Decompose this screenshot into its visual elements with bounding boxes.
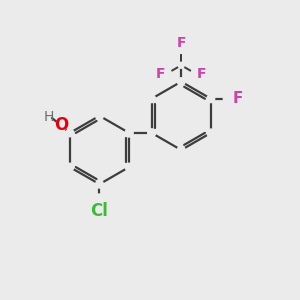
Circle shape <box>177 78 185 86</box>
Text: F: F <box>176 36 186 50</box>
Text: F: F <box>233 91 244 106</box>
Circle shape <box>178 62 184 68</box>
Text: F: F <box>156 67 166 81</box>
Circle shape <box>125 129 133 137</box>
Circle shape <box>177 146 185 154</box>
Circle shape <box>176 43 187 53</box>
Circle shape <box>66 163 74 171</box>
Circle shape <box>148 95 155 103</box>
Circle shape <box>96 112 103 120</box>
Circle shape <box>56 120 66 131</box>
Text: O: O <box>54 116 68 134</box>
Circle shape <box>96 180 103 188</box>
Circle shape <box>66 129 74 137</box>
Text: H: H <box>43 110 54 124</box>
Circle shape <box>223 93 234 104</box>
Circle shape <box>161 69 172 79</box>
Circle shape <box>207 95 215 103</box>
Circle shape <box>93 194 106 207</box>
Circle shape <box>207 129 215 137</box>
Circle shape <box>125 163 133 171</box>
Circle shape <box>191 69 202 79</box>
Circle shape <box>148 129 155 137</box>
Circle shape <box>148 129 155 137</box>
Text: F: F <box>197 67 206 81</box>
Text: Cl: Cl <box>91 202 108 220</box>
Circle shape <box>125 129 133 137</box>
